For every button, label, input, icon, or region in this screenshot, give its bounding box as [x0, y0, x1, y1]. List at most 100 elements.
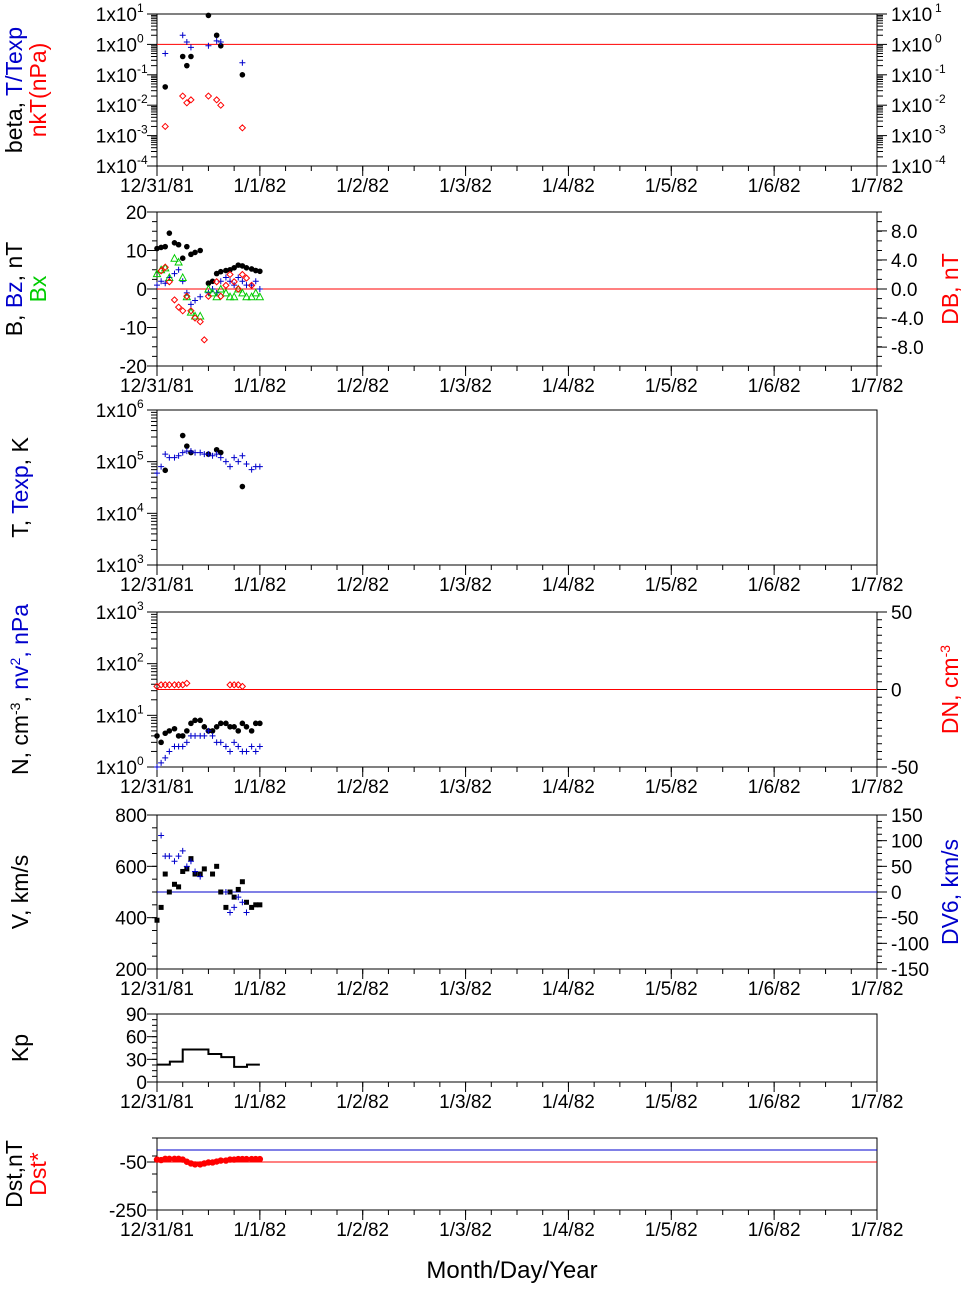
- data-point: [249, 904, 255, 910]
- tick-exponent: 2: [137, 651, 144, 665]
- data-point: [197, 247, 203, 254]
- x-tick-label: 1/6/82: [748, 1220, 801, 1241]
- data-point: [192, 297, 199, 304]
- x-tick-label: 12/31/81: [120, 376, 194, 397]
- data-point: [205, 451, 212, 458]
- data-point: [239, 483, 246, 490]
- data-point: [192, 249, 198, 256]
- data-point: [225, 292, 235, 301]
- data-point: [175, 853, 182, 860]
- data-point: [183, 739, 190, 746]
- data-point: [248, 466, 255, 473]
- x-tick-label: 1/4/82: [542, 575, 595, 596]
- data-point: [158, 278, 165, 285]
- data-point: [227, 889, 233, 895]
- data-point: [213, 451, 220, 458]
- data-point: [161, 122, 169, 131]
- kp-step-line: [157, 1048, 260, 1068]
- x-tick-label: 1/5/82: [645, 777, 698, 798]
- data-point: [179, 449, 186, 456]
- y-tick-label-right: 0: [891, 681, 902, 702]
- x-tick-label: 1/2/82: [336, 979, 389, 1000]
- y-tick-label-right: 1x10: [891, 66, 932, 87]
- x-tick-label: 1/1/82: [233, 575, 286, 596]
- y-tick-label-right: 0: [891, 883, 902, 904]
- y-axis-label: nkT(nPa): [25, 43, 51, 138]
- y-tick-label-right: -50: [891, 758, 918, 779]
- data-point: [252, 278, 259, 285]
- tick-exponent: 6: [137, 397, 144, 411]
- tick-mantissa: 1x10: [96, 603, 137, 624]
- data-point: [184, 728, 190, 734]
- x-tick-label: 1/6/82: [748, 979, 801, 1000]
- x-tick-label: 1/7/82: [851, 1092, 904, 1113]
- data-point: [235, 894, 242, 901]
- tick-mantissa: 1x10: [96, 157, 137, 178]
- data-point: [201, 866, 207, 872]
- x-tick-label: 12/31/81: [120, 979, 194, 1000]
- data-point: [231, 723, 237, 730]
- data-point: [243, 748, 250, 755]
- x-tick-label: 1/4/82: [542, 777, 595, 798]
- data-point: [197, 717, 203, 724]
- data-point: [192, 717, 198, 724]
- data-point: [188, 720, 194, 727]
- y-label-part: nv: [7, 665, 33, 690]
- panel-bfield: 20 10 0 -10 -20 8.0 4.0 0.0 -4.0 -8.0 12/31/81 1/1/…: [1, 203, 963, 397]
- y-tick-label-right: 1x10: [891, 35, 932, 56]
- x-tick-label: 1/1/82: [233, 376, 286, 397]
- x-tick-label: 1/2/82: [336, 376, 389, 397]
- data-point: [243, 723, 250, 730]
- data-point: [243, 461, 250, 468]
- data-point: [213, 723, 220, 730]
- x-tick-label: 1/4/82: [542, 176, 595, 197]
- x-tick-label: 1/5/82: [645, 575, 698, 596]
- x-tick-label: 1/2/82: [336, 176, 389, 197]
- y-label-right-text: DN, cm: [937, 657, 963, 734]
- y-tick-label-right: -150: [891, 960, 929, 981]
- data-point: [239, 59, 246, 66]
- data-point: [255, 292, 265, 301]
- data-point: [248, 282, 255, 289]
- tick-exponent: 1: [935, 1, 942, 15]
- x-tick-label: 1/4/82: [542, 979, 595, 1000]
- data-point: [243, 265, 250, 271]
- tick-mantissa: 1x10: [96, 556, 137, 577]
- data-point: [175, 266, 182, 273]
- data-point: [162, 451, 169, 458]
- data-point: [221, 288, 231, 297]
- data-point: [152, 269, 162, 278]
- y-axis-label: T, Texp, K: [7, 437, 33, 538]
- data-point: [235, 728, 242, 734]
- tick-exponent: 1: [137, 1, 144, 15]
- y-tick-label-right: 150: [891, 806, 923, 827]
- y-tick-label: 0: [136, 280, 147, 301]
- y-label-part: , nT: [1, 242, 27, 282]
- data-point: [154, 470, 160, 477]
- tick-exponent: 0: [935, 31, 942, 45]
- data-point: [192, 868, 199, 875]
- y-tick-label: 1x10: [96, 453, 137, 474]
- data-point: [223, 904, 229, 910]
- tick-mantissa: 1x10: [96, 453, 137, 474]
- tick-exponent: 5: [137, 449, 144, 463]
- x-tick-label: 1/6/82: [748, 176, 801, 197]
- data-point: [204, 292, 213, 300]
- y-tick-label: 1x10: [96, 96, 137, 117]
- tick-exponent: -2: [137, 92, 148, 106]
- data-point: [222, 281, 230, 290]
- x-tick-label: 12/31/81: [120, 1220, 194, 1241]
- data-point: [231, 265, 237, 271]
- y-tick-label-right: 1x10: [891, 96, 932, 117]
- data-point: [183, 292, 191, 300]
- data-point: [197, 449, 204, 456]
- data-point: [154, 764, 160, 770]
- x-tick-label: 1/1/82: [233, 176, 286, 197]
- data-point: [158, 739, 164, 746]
- data-point: [247, 281, 256, 290]
- data-point: [158, 904, 164, 910]
- y-label-part: ,: [7, 690, 33, 703]
- data-point: [157, 267, 165, 275]
